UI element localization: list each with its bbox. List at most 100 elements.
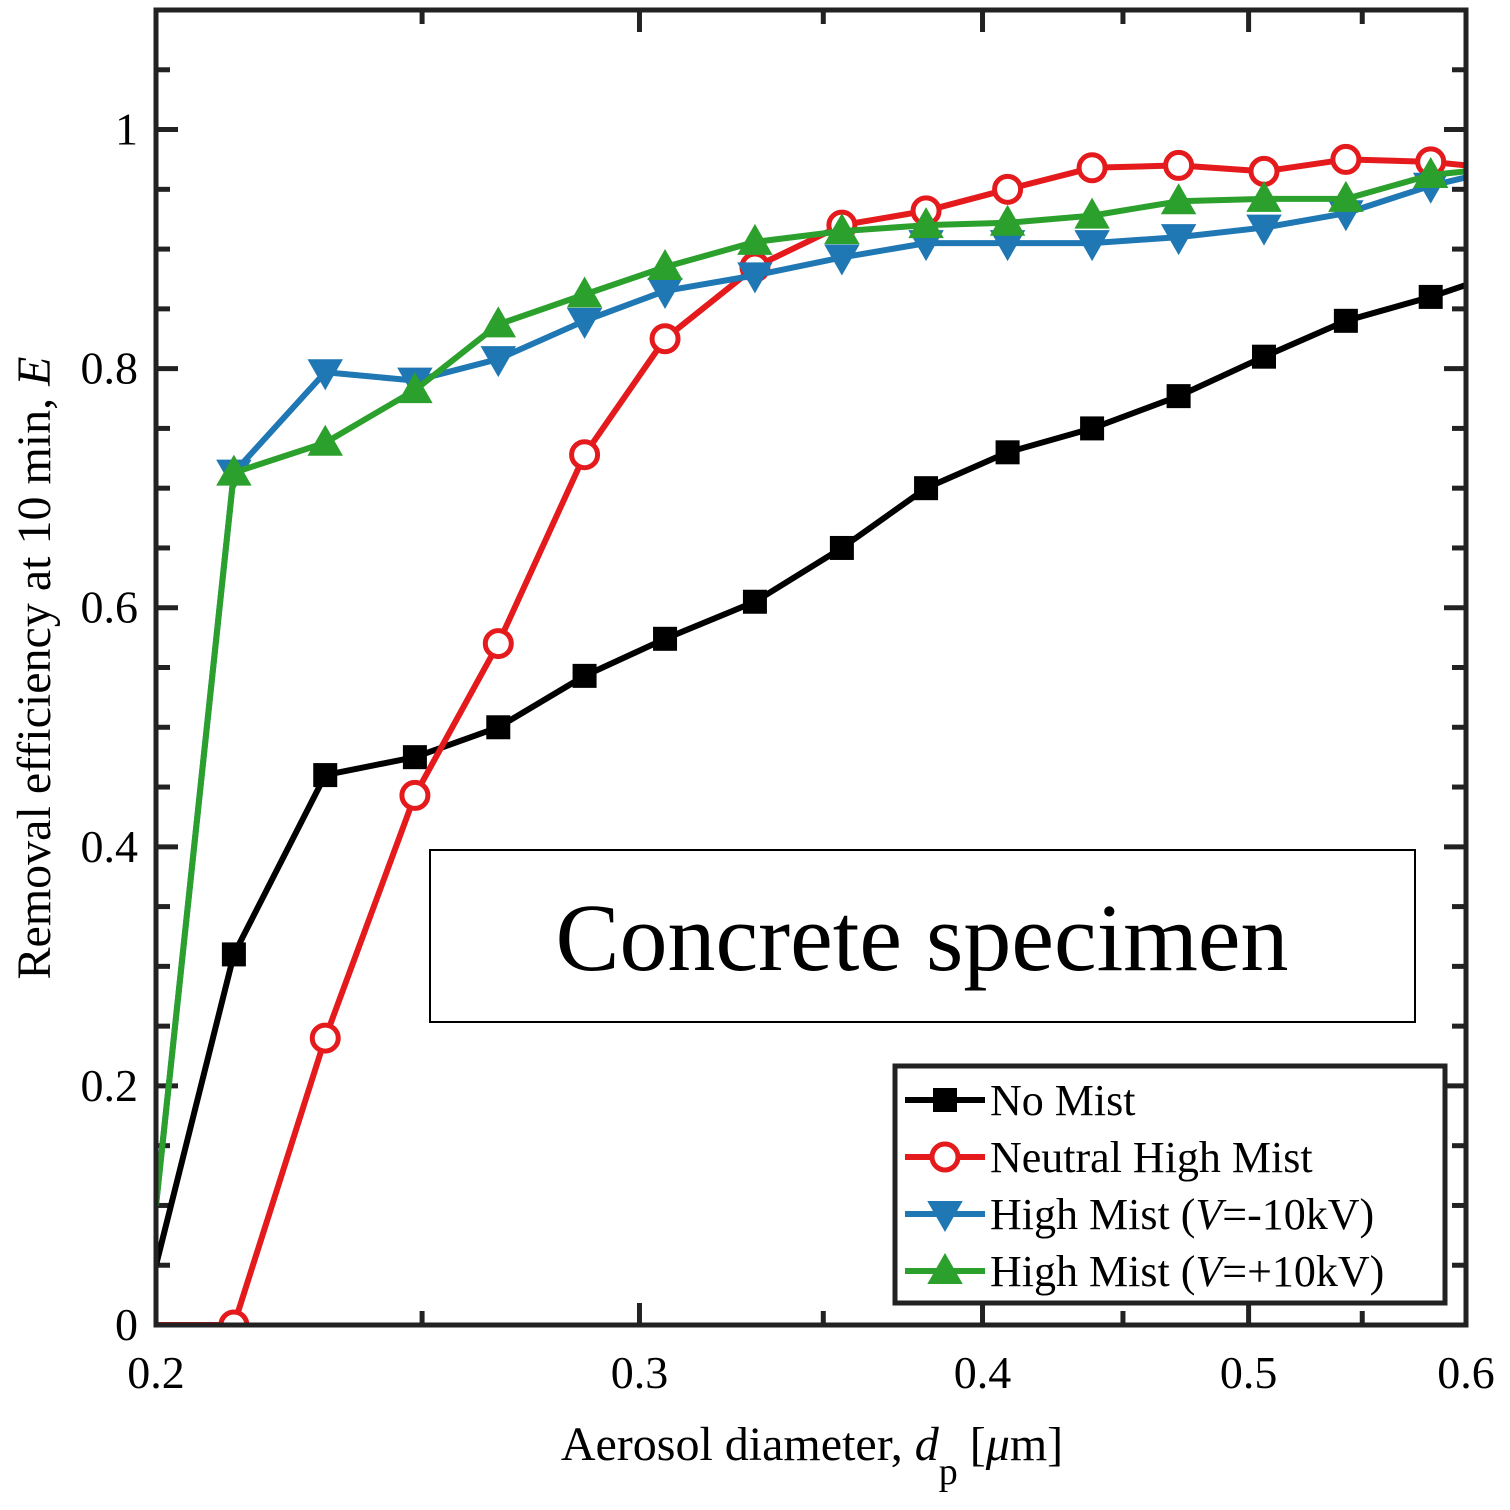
x-axis-label-var: d [915,1418,940,1471]
legend-marker [927,1252,963,1284]
annotation-box: Concrete specimen [429,849,1416,1023]
annotation-frame [429,849,1416,1023]
x-tick-label: 0.4 [954,1347,1012,1398]
y-tick-label: 0 [115,1299,138,1350]
data-point [566,276,603,308]
data-point [1246,180,1282,212]
annotation-text: Concrete specimen [555,884,1288,991]
data-point [908,207,944,239]
y-tick-label: 0.8 [81,343,139,394]
data-point [742,589,767,614]
data-point [824,213,860,245]
legend-label-main: Neutral High Mist [990,1133,1313,1182]
data-point [824,244,860,276]
legend-label-suffix: =-10kV) [1222,1190,1374,1239]
legend-item: High Mist (V=+10kV) [905,1247,1384,1296]
legend-label-var: V [1195,1190,1227,1239]
series-0 [156,282,1466,1266]
data-point [1160,224,1197,256]
legend-item: No Mist [905,1076,1135,1125]
legend-label: No Mist [990,1076,1135,1125]
data-point [1251,344,1276,369]
legend-label-var: V [1195,1247,1227,1296]
data-point [829,535,854,560]
data-point [482,628,514,660]
legend-frame [892,1063,1448,1306]
data-point [399,779,431,811]
legend-item: Neutral High Mist [905,1133,1313,1182]
series-3 [156,156,1466,1206]
data-point [1074,230,1110,262]
y-tick-label: 0.6 [81,582,139,633]
data-point [989,204,1026,236]
legend-label: Neutral High Mist [990,1133,1313,1182]
x-axis-label: Aerosol diameter, dp [μm] [561,1418,1063,1493]
data-point [402,745,427,770]
data-point [1246,214,1282,246]
data-point [572,663,597,688]
data-point [647,249,683,281]
data-point [307,359,343,391]
data-point [1328,180,1364,212]
data-point [480,306,517,338]
data-point [397,372,433,404]
data-point [309,1022,341,1054]
data-point [221,942,246,967]
legend-label-suffix: =+10kV) [1222,1247,1384,1296]
data-point [995,440,1020,465]
data-point [1080,416,1105,441]
data-point [307,424,343,456]
data-point [1330,143,1362,175]
series-layer [156,143,1466,1325]
data-point [649,323,681,355]
y-axis-label-var: E [8,357,61,387]
data-point [1074,197,1110,229]
x-axis-label-sub: p [939,1451,958,1493]
x-axis-label-unit: m] [1010,1418,1063,1471]
data-point [992,173,1024,205]
data-point [216,454,252,486]
data-point [218,1309,250,1325]
data-point [480,346,517,378]
legend-label-main: No Mist [990,1076,1135,1125]
legend-marker [933,1088,957,1112]
legend-item: High Mist (V=-10kV) [905,1190,1374,1239]
y-axis-label-prefix: Removal efficiency at 10 min, [8,386,61,980]
legend-marker [927,1201,963,1233]
data-point [914,476,939,501]
x-axis-label-prefix: Aerosol diameter, [561,1418,915,1471]
x-axis-label-mu: μ [985,1418,1010,1471]
data-point [737,223,773,255]
tick-labels-layer: 00.20.40.60.810.2 0.3 0.4 0.5 0.6 [81,104,1495,1398]
y-tick-label: 1 [115,104,138,155]
plot-frame [153,7,1469,1328]
data-point [1333,308,1358,333]
y-axis-label: Removal efficiency at 10 min, E [8,357,61,980]
y-tick-label: 0.4 [81,821,139,872]
data-point [566,307,603,339]
data-point [1160,183,1197,215]
legend-label-main: High Mist ( [990,1247,1195,1296]
x-axis-label-suffix: [ [958,1418,986,1471]
x-tick-label: 0.5 [1220,1347,1278,1398]
legend-label-main: High Mist ( [990,1190,1195,1239]
y-tick-label: 0.2 [81,1060,139,1111]
x-tick-label: 0.3 [611,1347,669,1398]
data-point [313,763,338,788]
data-point [1076,152,1108,184]
data-point [653,626,678,651]
data-point [1166,384,1191,409]
legend-label: High Mist (V=-10kV) [990,1190,1374,1239]
data-point [1418,284,1443,309]
data-point [1412,156,1449,188]
x-tick-label: 0.6 [1437,1347,1495,1398]
data-point [486,715,511,740]
data-point [569,439,601,471]
data-point [1248,155,1280,187]
data-point [1163,149,1195,181]
legend-marker [929,1141,961,1173]
legend-label: High Mist (V=+10kV) [990,1247,1384,1296]
